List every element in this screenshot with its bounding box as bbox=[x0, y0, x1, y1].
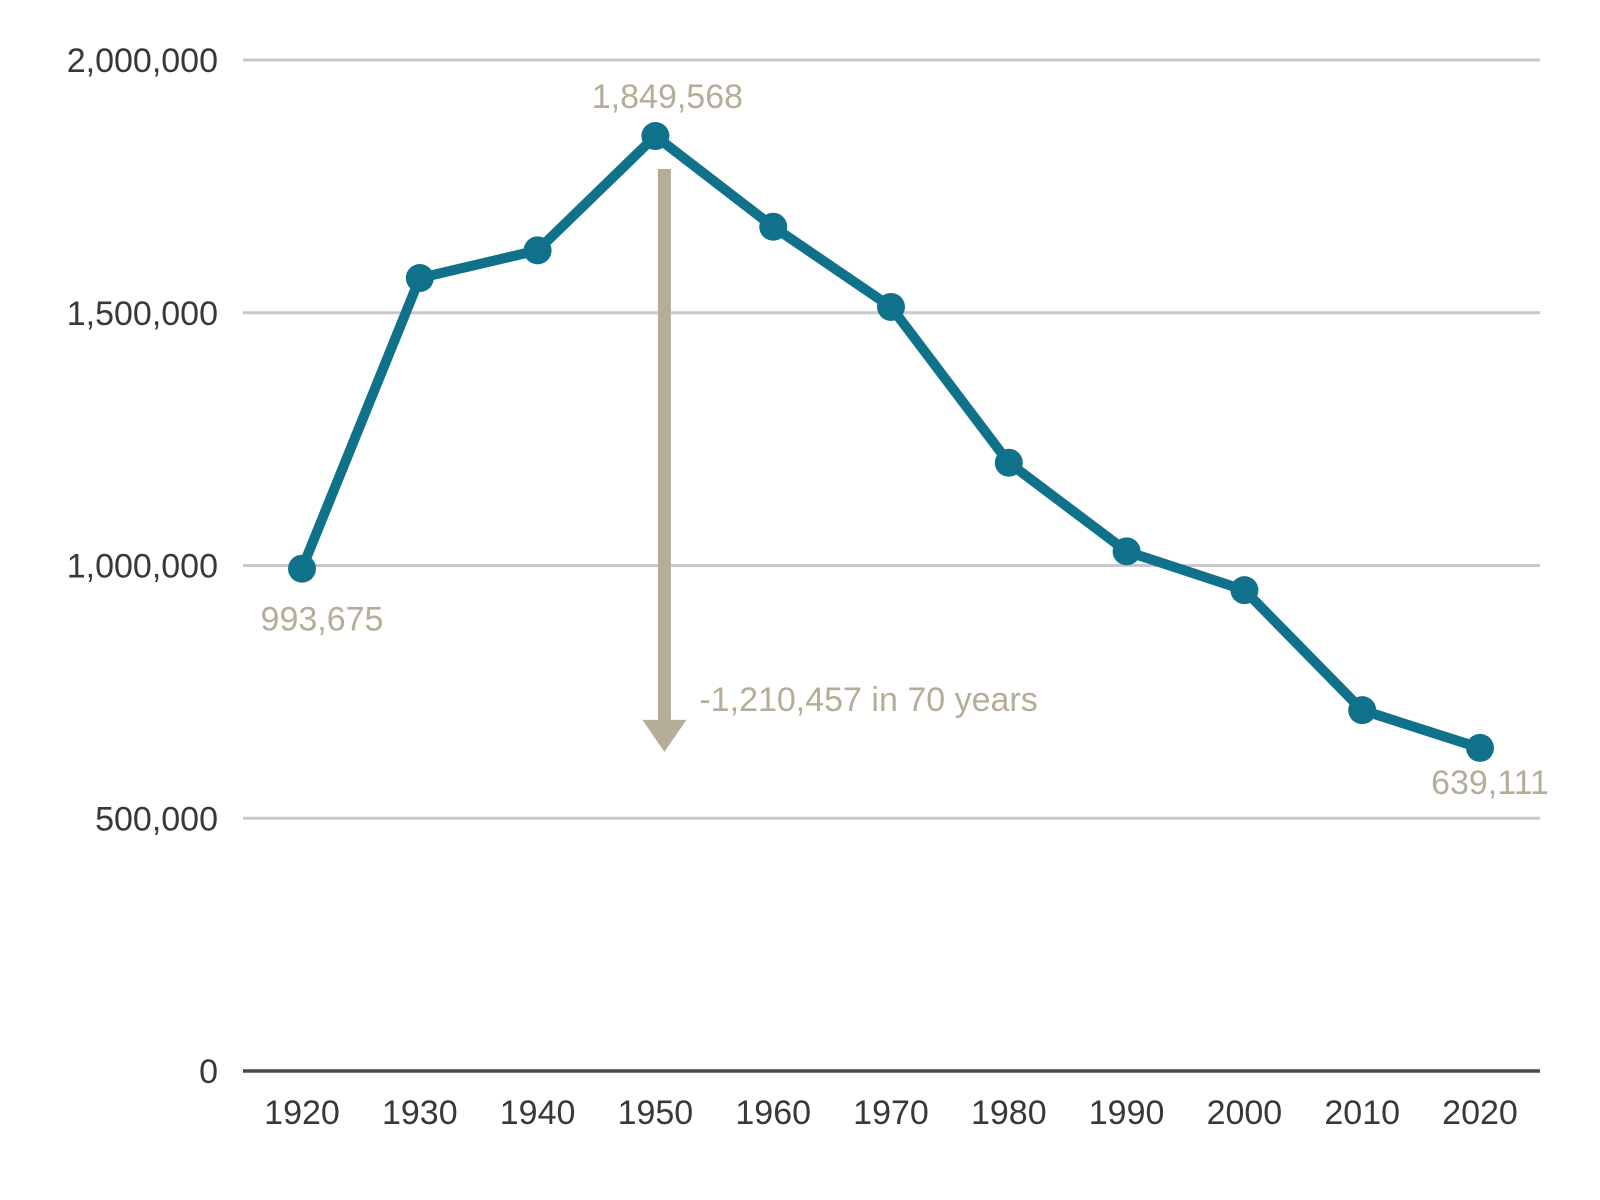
y-tick-label: 1,000,000 bbox=[67, 548, 218, 586]
data-point-1980 bbox=[994, 448, 1023, 477]
data-point-2020 bbox=[1466, 733, 1494, 762]
x-tick-label: 2020 bbox=[1442, 1094, 1518, 1132]
data-point-2000 bbox=[1230, 576, 1259, 605]
gridlines bbox=[243, 58, 1540, 820]
data-point-1970 bbox=[877, 292, 905, 321]
data-point-2010 bbox=[1348, 696, 1377, 725]
decline-arrow-label: -1,210,457 in 70 years bbox=[699, 681, 1037, 719]
data-point-1950 bbox=[641, 122, 670, 151]
x-tick-label: 2010 bbox=[1324, 1094, 1400, 1132]
x-tick-label: 1970 bbox=[853, 1094, 929, 1132]
y-tick-label: 1,500,000 bbox=[67, 295, 218, 333]
data-point-1930 bbox=[405, 264, 434, 293]
y-tick-label: 500,000 bbox=[95, 800, 218, 838]
x-tick-label: 1950 bbox=[618, 1094, 694, 1132]
data-point-1920 bbox=[288, 554, 316, 583]
x-tick-label: 1990 bbox=[1089, 1094, 1165, 1132]
first-value-label: 993,675 bbox=[261, 601, 384, 639]
data-point-markers bbox=[288, 122, 1494, 762]
x-tick-label: 1920 bbox=[264, 1094, 340, 1132]
x-tick-label: 1960 bbox=[735, 1094, 811, 1132]
x-tick-label: 1940 bbox=[500, 1094, 576, 1132]
x-tick-label: 1980 bbox=[971, 1094, 1047, 1132]
y-tick-label: 2,000,000 bbox=[67, 42, 218, 80]
peak-value-label: 1,849,568 bbox=[592, 78, 743, 116]
x-tick-label: 2000 bbox=[1207, 1094, 1283, 1132]
x-tick-label: 1930 bbox=[382, 1094, 458, 1132]
y-axis-tick-labels: 2,000,000 1,500,000 1,000,000 500,000 0 bbox=[67, 42, 218, 1091]
y-tick-label: 0 bbox=[199, 1053, 218, 1091]
data-point-1960 bbox=[759, 212, 788, 241]
data-point-1940 bbox=[523, 236, 552, 265]
data-point-1990 bbox=[1112, 537, 1141, 566]
last-value-label: 639,111 bbox=[1431, 764, 1549, 802]
decline-arrow bbox=[642, 169, 687, 752]
x-axis-tick-labels: 1920 1930 1940 1950 1960 1970 1980 1990 2000 2010… bbox=[264, 1094, 1518, 1132]
population-series-line bbox=[297, 131, 1485, 753]
